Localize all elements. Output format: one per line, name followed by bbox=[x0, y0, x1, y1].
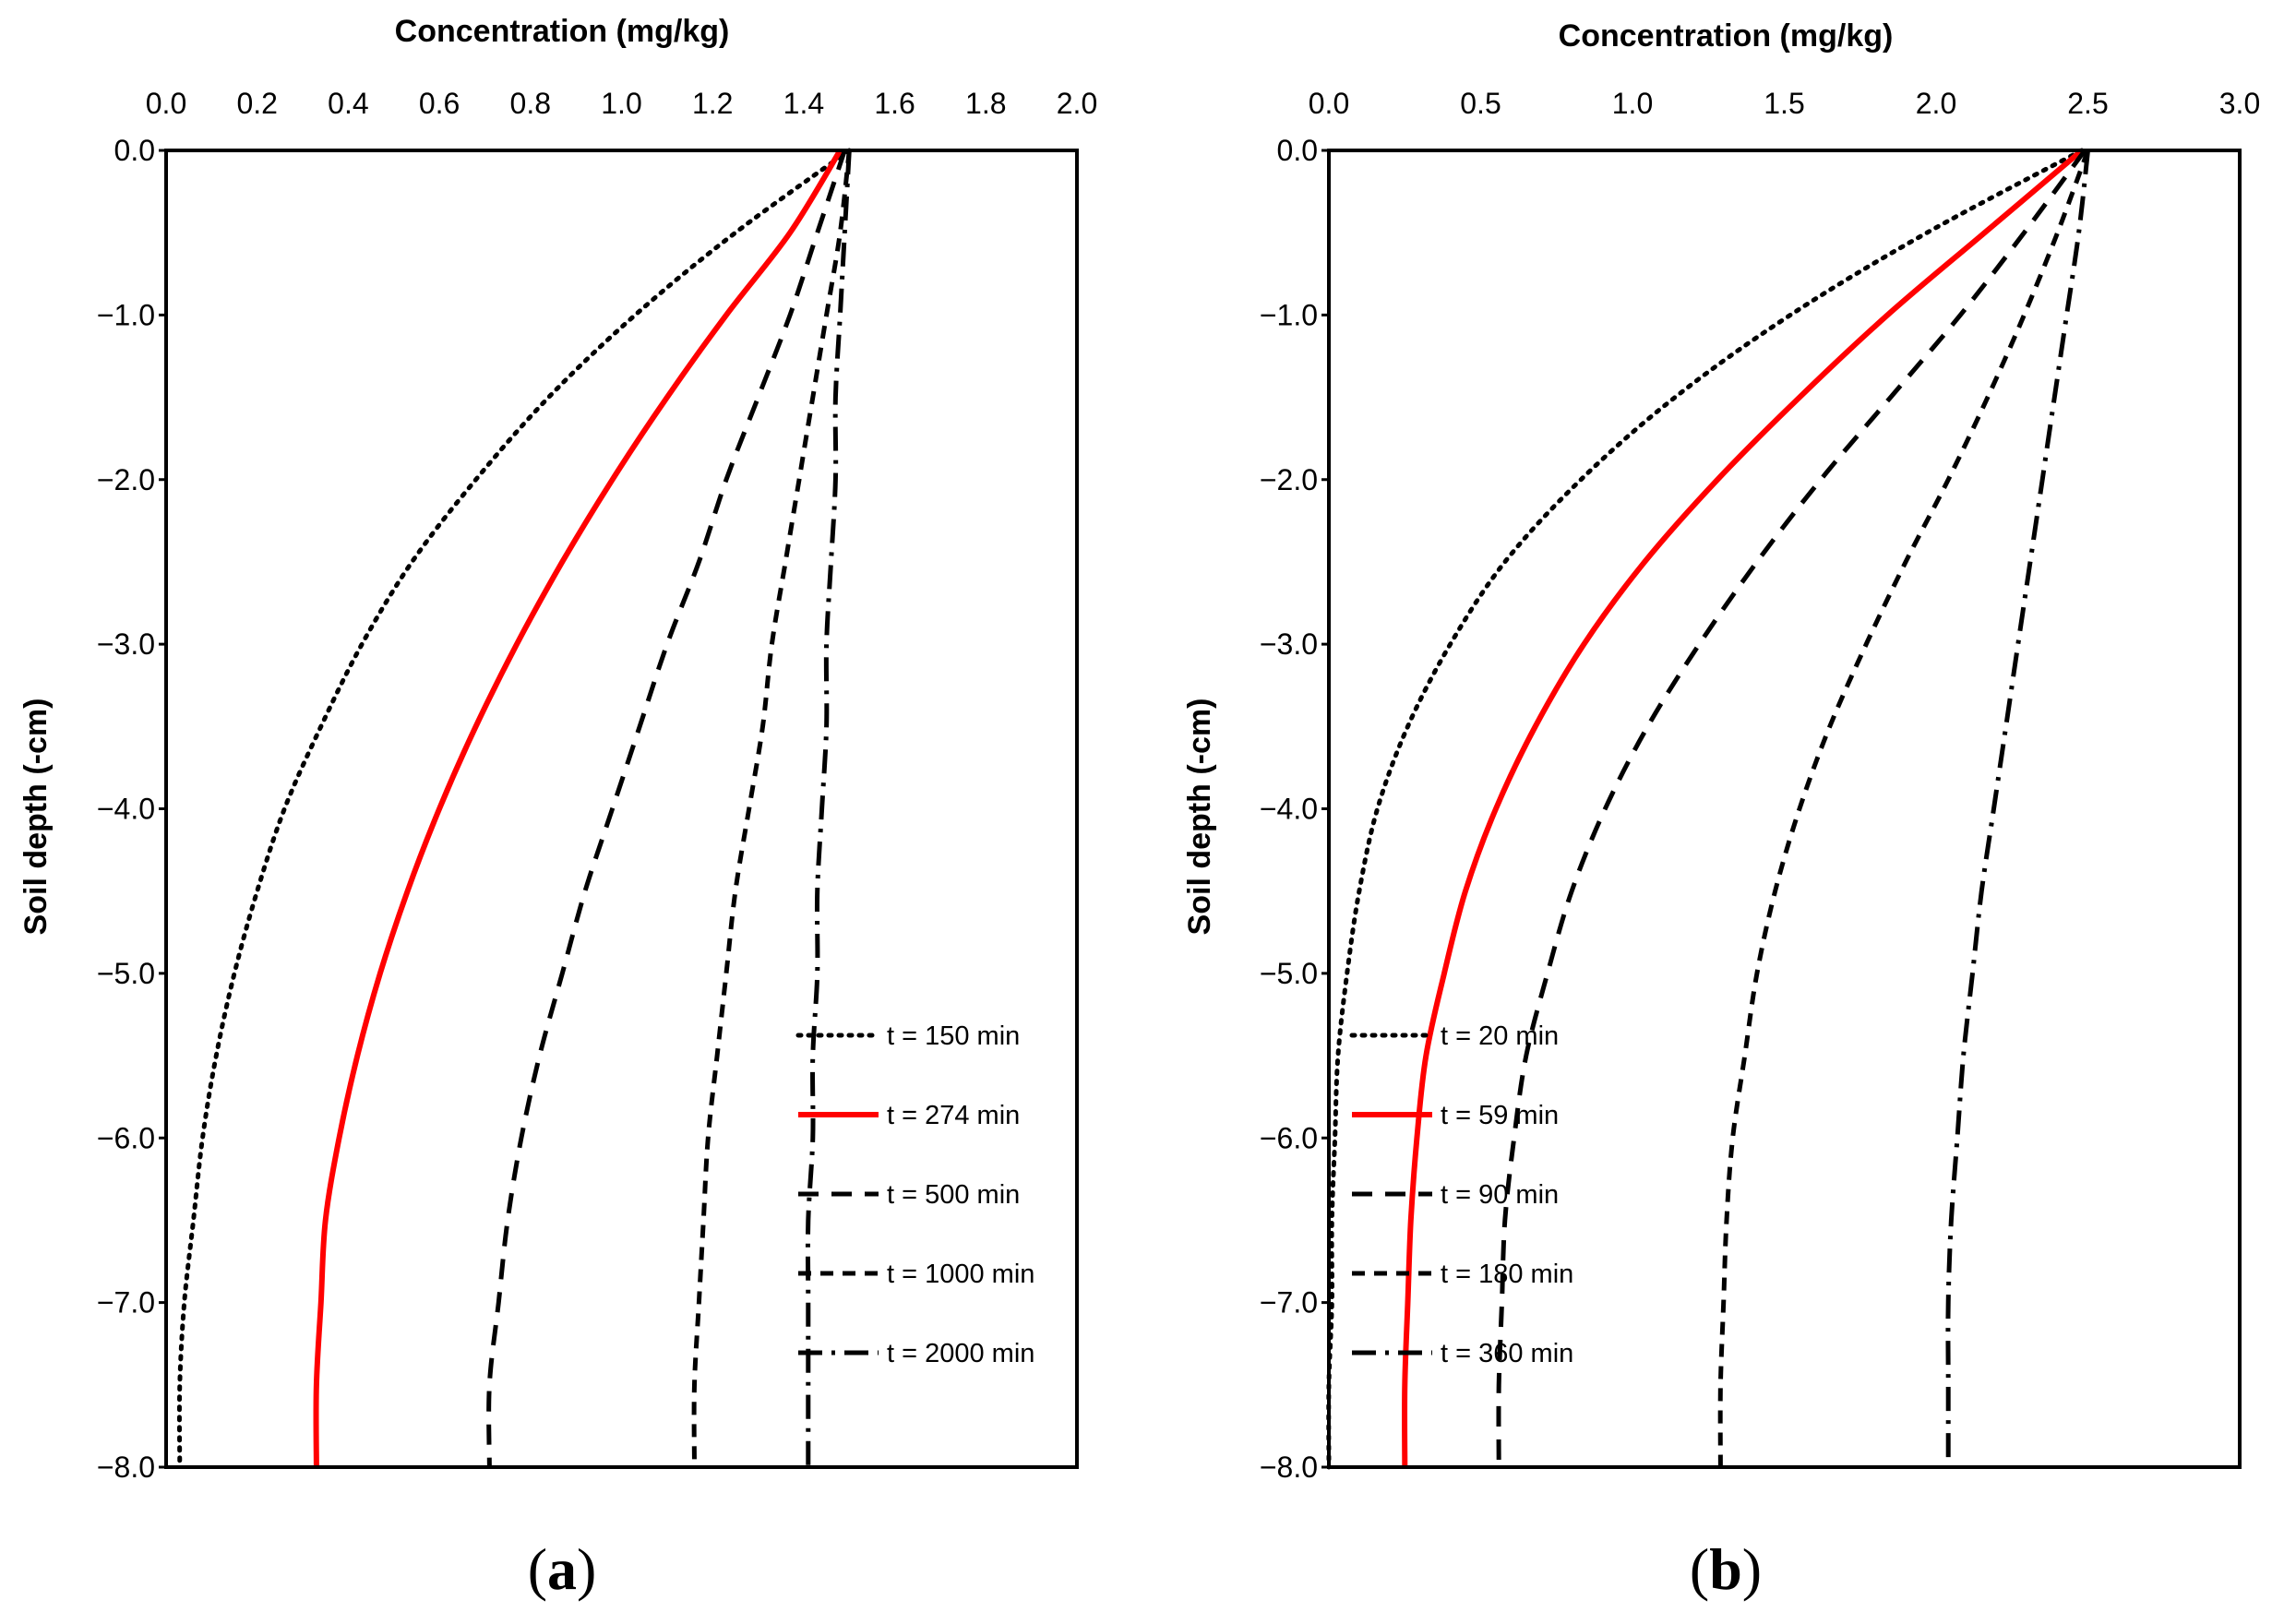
legend-label: t = 360 min bbox=[1441, 1339, 1573, 1368]
legend-label: t = 2000 min bbox=[887, 1339, 1034, 1368]
y-tick-label: −5.0 bbox=[1260, 957, 1318, 990]
x-tick-label: 1.4 bbox=[783, 87, 824, 120]
x-axis-title: Concentration (mg/kg) bbox=[395, 14, 730, 49]
y-tick-label: −8.0 bbox=[97, 1451, 155, 1484]
y-tick-label: −4.0 bbox=[1260, 793, 1318, 826]
x-axis-title: Concentration (mg/kg) bbox=[1559, 18, 1894, 54]
x-tick-label: 2.0 bbox=[1916, 87, 1956, 120]
series-line bbox=[1326, 148, 2085, 1470]
series-line bbox=[1496, 149, 2087, 1468]
panel-label-close: ) bbox=[577, 1536, 596, 1602]
legend-label: t = 500 min bbox=[887, 1180, 1020, 1210]
legend: t = 150 min t = 274 min t = 500 min t = 100… bbox=[795, 1021, 1034, 1368]
x-tick-label: 1.2 bbox=[692, 87, 733, 120]
legend-label: t = 1000 min bbox=[887, 1260, 1034, 1289]
panel-label: (b) bbox=[1690, 1536, 1762, 1602]
y-tick-label: −7.0 bbox=[97, 1286, 155, 1320]
legend: t = 20 min t = 59 min t = 90 min t = 180 mi… bbox=[1349, 1021, 1573, 1368]
series-line bbox=[1402, 148, 2084, 1468]
y-tick-label: −2.0 bbox=[97, 463, 155, 496]
y-tick-label: 0.0 bbox=[1277, 134, 1318, 167]
legend-label: t = 274 min bbox=[887, 1101, 1020, 1130]
y-tick-label: −3.0 bbox=[97, 627, 155, 661]
series-line bbox=[176, 148, 852, 1470]
plot-frame bbox=[1327, 149, 2242, 1469]
series-lines bbox=[176, 148, 852, 1470]
y-tick-label: −6.0 bbox=[1260, 1121, 1318, 1154]
x-tick-label: 0.5 bbox=[1460, 87, 1501, 120]
y-tick-label: −6.0 bbox=[97, 1121, 155, 1154]
x-tick-label: 3.0 bbox=[2219, 87, 2260, 120]
x-tick-label: 1.0 bbox=[1612, 87, 1653, 120]
series-line bbox=[313, 149, 843, 1468]
x-tick-labels: 0.0 0.5 1.0 1.5 2.0 2.5 3.0 bbox=[1309, 87, 2260, 120]
legend-label: t = 20 min bbox=[1441, 1021, 1559, 1051]
series-line bbox=[486, 149, 847, 1468]
y-tick-label: −1.0 bbox=[97, 298, 155, 331]
legend-label: t = 90 min bbox=[1441, 1180, 1559, 1210]
legend-label: t = 180 min bbox=[1441, 1260, 1573, 1289]
x-tick-label: 1.5 bbox=[1764, 87, 1804, 120]
series-line bbox=[691, 149, 852, 1468]
x-tick-label: 1.8 bbox=[965, 87, 1006, 120]
series-line bbox=[805, 149, 852, 1467]
series-lines bbox=[1326, 148, 2090, 1470]
y-tick-label: −3.0 bbox=[1260, 627, 1318, 661]
y-tick-labels: 0.0 −1.0 −2.0 −3.0 −4.0 −5.0 −6.0 −7.0 −8.0 bbox=[97, 134, 166, 1484]
y-tick-label: −5.0 bbox=[97, 957, 155, 990]
panel-label-open: ( bbox=[528, 1536, 547, 1602]
x-tick-label: 0.2 bbox=[236, 87, 277, 120]
y-tick-labels: 0.0 −1.0 −2.0 −3.0 −4.0 −5.0 −6.0 −7.0 −8.0 bbox=[1260, 134, 1329, 1484]
chart-panel-b: Concentration (mg/kg) Soil depth (-cm) 0… bbox=[1182, 18, 2260, 1602]
y-tick-label: −7.0 bbox=[1260, 1286, 1318, 1320]
chart-panel-a: Concentration (mg/kg) Soil depth (-cm) 0… bbox=[18, 14, 1097, 1602]
x-tick-label: 0.0 bbox=[146, 87, 186, 120]
panel-label-letter: a bbox=[547, 1536, 577, 1602]
x-tick-label: 1.6 bbox=[874, 87, 915, 120]
series-line bbox=[1717, 149, 2090, 1468]
x-tick-label: 2.5 bbox=[2067, 87, 2108, 120]
x-tick-label: 0.8 bbox=[510, 87, 551, 120]
y-tick-label: −4.0 bbox=[97, 793, 155, 826]
panel-label: (a) bbox=[528, 1536, 597, 1602]
y-axis-title: Soil depth (-cm) bbox=[18, 699, 54, 936]
panel-label-close: ) bbox=[1742, 1536, 1762, 1602]
y-axis-title: Soil depth (-cm) bbox=[1182, 699, 1217, 936]
x-tick-label: 0.4 bbox=[328, 87, 368, 120]
legend-label: t = 150 min bbox=[887, 1021, 1020, 1051]
series-line bbox=[1945, 149, 2090, 1467]
panel-label-letter: b bbox=[1709, 1536, 1742, 1602]
x-tick-label: 2.0 bbox=[1057, 87, 1097, 120]
y-tick-label: −1.0 bbox=[1260, 298, 1318, 331]
x-tick-label: 0.0 bbox=[1309, 87, 1349, 120]
x-tick-label: 0.6 bbox=[419, 87, 460, 120]
plot-frame bbox=[164, 149, 1079, 1469]
x-tick-label: 1.0 bbox=[601, 87, 641, 120]
y-tick-label: −2.0 bbox=[1260, 463, 1318, 496]
y-tick-label: 0.0 bbox=[114, 134, 155, 167]
panel-label-open: ( bbox=[1690, 1536, 1709, 1602]
y-tick-label: −8.0 bbox=[1260, 1451, 1318, 1484]
x-tick-labels: 0.0 0.2 0.4 0.6 0.8 1.0 1.2 1.4 1.6 1.8 2.0 bbox=[146, 87, 1097, 120]
legend-label: t = 59 min bbox=[1441, 1101, 1559, 1130]
